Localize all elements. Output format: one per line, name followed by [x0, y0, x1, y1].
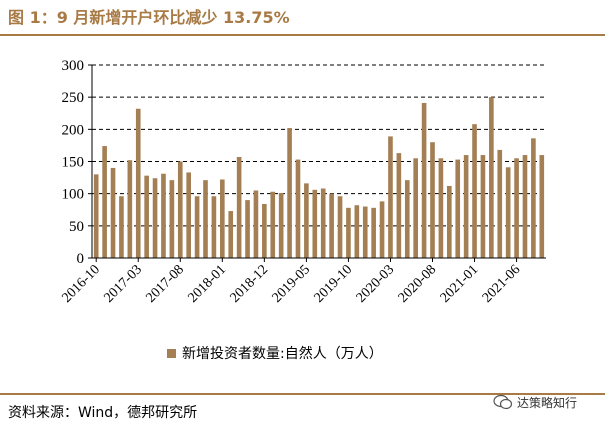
- bar: [135, 108, 141, 258]
- source-note: 资料来源：Wind，德邦研究所: [8, 405, 198, 421]
- bar: [447, 185, 452, 258]
- legend-swatch: [167, 349, 176, 358]
- footer-rule: [0, 393, 605, 395]
- bar: [489, 97, 494, 259]
- bar-series: [93, 97, 545, 259]
- x-tick-label: 2017-03: [101, 262, 145, 306]
- bar: [539, 155, 545, 258]
- bar: [228, 211, 234, 258]
- bar: [312, 189, 318, 258]
- x-tick-label: 2018-12: [228, 262, 272, 306]
- bar: [346, 207, 351, 258]
- y-tick-label: 200: [62, 122, 85, 138]
- figure-title: 图 1：9 月新增开户环比减少 13.75%: [8, 8, 290, 27]
- bar: [245, 200, 250, 258]
- title-rule: [0, 34, 605, 36]
- bar: [110, 167, 116, 258]
- bar: [531, 138, 536, 258]
- watermark: 达策略知行: [493, 393, 605, 411]
- bar: [295, 159, 301, 258]
- bar: [505, 167, 511, 258]
- bar: [379, 201, 385, 258]
- bar: [396, 153, 402, 258]
- bar: [455, 159, 461, 258]
- bar: [194, 196, 200, 258]
- bar: [152, 178, 158, 258]
- bar: [438, 158, 444, 258]
- bar: [278, 193, 284, 258]
- bar: [404, 180, 410, 258]
- x-axis: 2016-102017-032017-082018-012018-122019-…: [59, 257, 546, 306]
- bar: [144, 175, 149, 258]
- x-tick-label: 2019-05: [270, 262, 314, 306]
- bar: [177, 161, 183, 258]
- bar: [287, 128, 292, 258]
- y-tick-label: 250: [62, 90, 85, 106]
- bar: [371, 207, 376, 258]
- x-tick-label: 2017-08: [143, 262, 187, 306]
- bar: [169, 180, 175, 258]
- bar: [203, 180, 208, 258]
- bar: [220, 179, 225, 258]
- bar: [211, 196, 217, 258]
- bar: [463, 155, 469, 258]
- x-tick-label: 2021-06: [480, 262, 524, 306]
- bar: [413, 158, 418, 258]
- bar: [421, 102, 427, 258]
- bar: [102, 146, 107, 258]
- bar: [354, 205, 360, 258]
- bar-chart: 0 50 100 150 200 250 300 2016-102017-032017-08…: [59, 58, 546, 362]
- x-tick-label: 2020-08: [396, 262, 440, 306]
- bar: [93, 174, 99, 258]
- bar: [480, 155, 486, 258]
- y-tick-label: 0: [77, 251, 85, 267]
- x-tick-label: 2018-01: [186, 262, 230, 306]
- bar: [119, 196, 124, 258]
- bar: [522, 155, 528, 258]
- bar: [514, 158, 519, 258]
- bar: [161, 173, 166, 258]
- bar: [127, 160, 133, 258]
- x-tick-label: 2021-01: [438, 262, 482, 306]
- bar: [262, 203, 267, 258]
- bar: [270, 191, 276, 258]
- bar: [320, 188, 326, 258]
- watermark-text: 达策略知行: [517, 395, 578, 410]
- y-axis: 0 50 100 150 200 250 300: [62, 58, 93, 267]
- bar: [236, 156, 242, 258]
- gridlines: [92, 64, 546, 227]
- x-tick-label: 2016-10: [59, 262, 103, 306]
- wechat-icon: [493, 394, 513, 410]
- bar: [253, 190, 259, 258]
- x-tick-label: 2019-10: [312, 262, 356, 306]
- bar: [337, 196, 343, 258]
- y-tick-label: 300: [62, 58, 85, 74]
- x-tick-label: 2020-03: [354, 262, 398, 306]
- bar: [472, 124, 477, 258]
- y-tick-label: 100: [62, 187, 85, 203]
- bar: [304, 183, 309, 258]
- bar: [497, 149, 503, 258]
- y-tick-label: 150: [62, 155, 85, 171]
- bar: [388, 136, 393, 258]
- bar: [362, 206, 368, 258]
- legend-label: 新增投资者数量:自然人（万人）: [182, 345, 383, 362]
- legend: 新增投资者数量:自然人（万人）: [167, 345, 383, 362]
- y-tick-label: 50: [69, 219, 84, 235]
- bar: [186, 172, 191, 258]
- bar: [329, 193, 334, 258]
- bar: [430, 142, 435, 258]
